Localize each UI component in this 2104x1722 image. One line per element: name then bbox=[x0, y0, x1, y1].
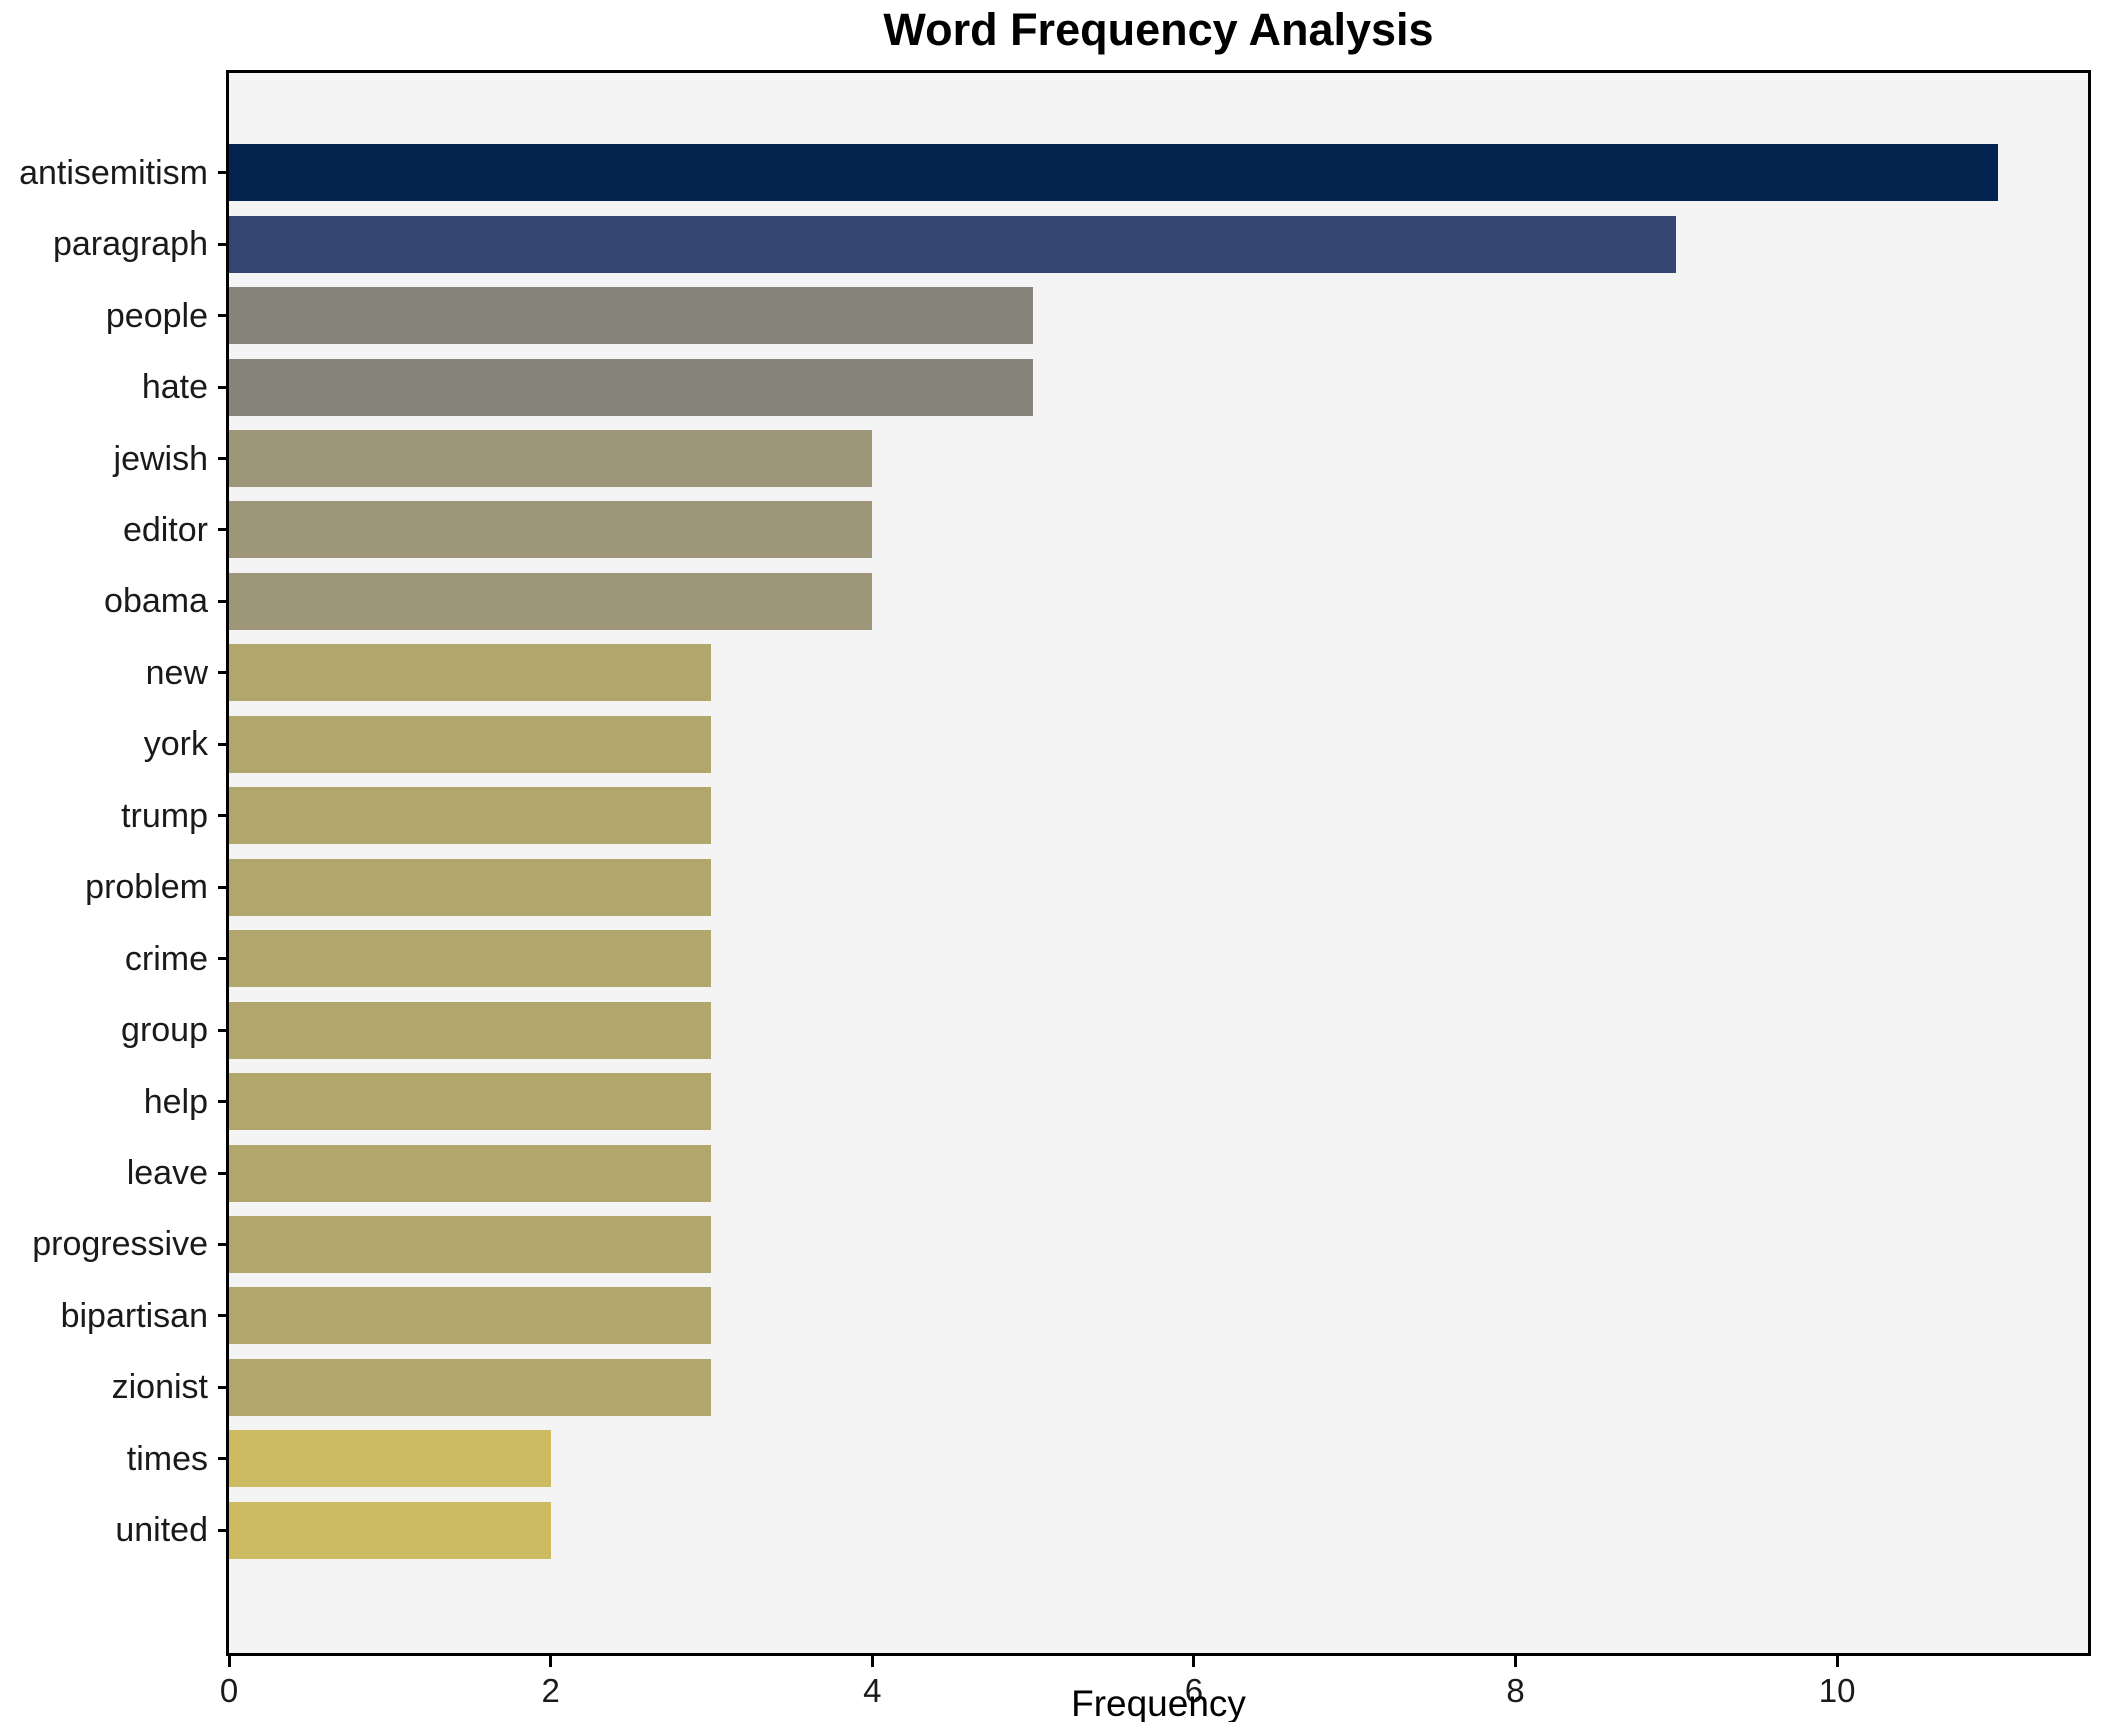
bar-crime bbox=[229, 930, 712, 988]
y-tick-mark bbox=[218, 457, 226, 461]
y-tick-mark bbox=[218, 1100, 226, 1104]
x-tick-label-0: 0 bbox=[219, 1672, 239, 1709]
y-tick-label-problem: problem bbox=[85, 868, 208, 907]
y-tick-mark bbox=[218, 1528, 226, 1532]
bar-obama bbox=[229, 572, 873, 630]
bar-help bbox=[229, 1073, 712, 1131]
y-tick-label-trump: trump bbox=[121, 796, 208, 835]
y-tick-mark bbox=[218, 1028, 226, 1032]
y-tick-label-bipartisan: bipartisan bbox=[60, 1296, 208, 1335]
y-tick-mark bbox=[218, 528, 226, 532]
x-tick-label-10: 10 bbox=[1818, 1672, 1856, 1709]
x-axis-title: Frequency bbox=[1071, 1683, 1246, 1722]
y-tick-mark bbox=[218, 599, 226, 603]
x-tick-mark bbox=[1514, 1656, 1517, 1667]
bar-leave bbox=[229, 1144, 712, 1202]
y-tick-label-york: york bbox=[143, 725, 208, 764]
bar-antisemitism bbox=[229, 144, 1998, 202]
x-tick-label-6: 6 bbox=[1184, 1672, 1204, 1709]
bar-york bbox=[229, 715, 712, 773]
plot-area bbox=[226, 70, 2091, 1656]
y-tick-label-paragraph: paragraph bbox=[52, 225, 208, 264]
y-tick-mark bbox=[218, 1242, 226, 1246]
x-tick-mark bbox=[1835, 1656, 1839, 1667]
y-tick-label-people: people bbox=[105, 296, 208, 335]
bar-times bbox=[229, 1430, 551, 1488]
x-tick-mark bbox=[1192, 1656, 1196, 1667]
bar-trump bbox=[229, 787, 712, 845]
x-tick-label-4: 4 bbox=[863, 1672, 882, 1709]
bar-paragraph bbox=[229, 215, 1677, 273]
y-tick-mark bbox=[218, 1314, 226, 1318]
x-tick-label-2: 2 bbox=[541, 1672, 560, 1709]
bar-progressive bbox=[229, 1215, 712, 1273]
y-tick-label-antisemitism: antisemitism bbox=[19, 153, 208, 192]
y-tick-mark bbox=[218, 1171, 226, 1175]
y-tick-mark bbox=[218, 1385, 226, 1389]
chart-title: Word Frequency Analysis bbox=[883, 4, 1434, 55]
y-tick-mark bbox=[218, 171, 226, 175]
y-tick-label-obama: obama bbox=[104, 582, 208, 621]
bar-jewish bbox=[229, 430, 873, 488]
bar-united bbox=[229, 1501, 551, 1559]
y-tick-label-new: new bbox=[145, 653, 208, 692]
bar-new bbox=[229, 644, 712, 702]
bar-hate bbox=[229, 358, 1034, 416]
bar-people bbox=[229, 287, 1034, 345]
y-tick-mark bbox=[218, 885, 226, 889]
y-tick-mark bbox=[218, 957, 226, 961]
y-tick-mark bbox=[218, 814, 226, 818]
y-tick-mark bbox=[218, 1457, 226, 1461]
y-tick-mark bbox=[218, 385, 226, 389]
y-tick-label-group: group bbox=[121, 1011, 208, 1050]
y-tick-label-leave: leave bbox=[126, 1154, 208, 1193]
x-tick-mark bbox=[227, 1656, 231, 1667]
x-tick-mark bbox=[870, 1656, 874, 1667]
y-tick-label-hate: hate bbox=[141, 368, 208, 407]
y-tick-label-zionist: zionist bbox=[111, 1368, 208, 1407]
bar-bipartisan bbox=[229, 1287, 712, 1345]
x-tick-mark bbox=[549, 1656, 553, 1667]
y-tick-label-progressive: progressive bbox=[32, 1225, 208, 1264]
bar-group bbox=[229, 1001, 712, 1059]
y-tick-label-jewish: jewish bbox=[113, 439, 208, 478]
bar-problem bbox=[229, 858, 712, 916]
y-tick-mark bbox=[218, 742, 226, 746]
y-tick-label-crime: crime bbox=[124, 939, 208, 978]
y-tick-mark bbox=[218, 671, 226, 675]
y-tick-label-help: help bbox=[143, 1082, 208, 1121]
y-tick-mark bbox=[218, 242, 226, 246]
bar-editor bbox=[229, 501, 873, 559]
x-tick-label-8: 8 bbox=[1506, 1672, 1525, 1709]
y-tick-mark bbox=[218, 314, 226, 318]
bar-zionist bbox=[229, 1358, 712, 1416]
y-tick-label-times: times bbox=[126, 1439, 208, 1478]
y-tick-label-editor: editor bbox=[122, 510, 208, 549]
y-tick-label-united: united bbox=[115, 1511, 208, 1550]
